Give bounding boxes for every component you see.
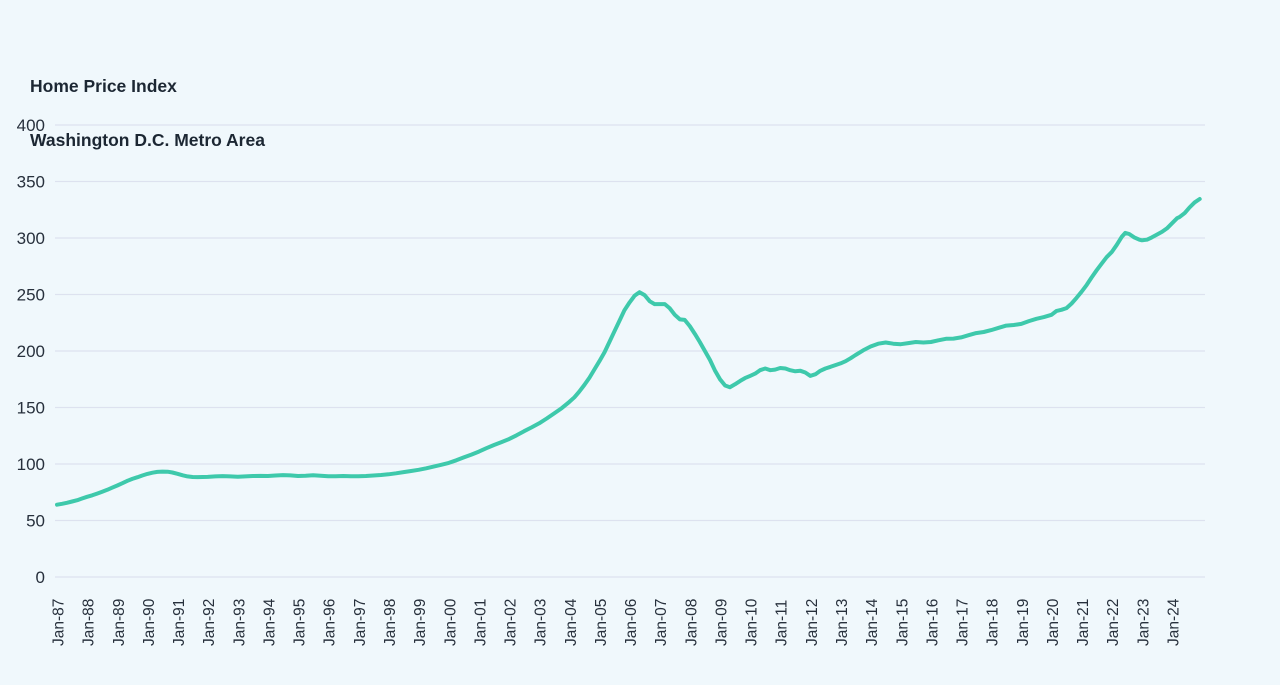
x-axis-tick-label: Jan-88 xyxy=(81,599,98,646)
x-axis-tick-label: Jan-99 xyxy=(412,599,429,646)
y-axis-tick-label: 400 xyxy=(17,116,45,135)
y-axis-tick-label: 150 xyxy=(17,399,45,418)
x-axis-tick-label: Jan-18 xyxy=(985,599,1002,646)
x-axis-tick-label: Jan-22 xyxy=(1105,599,1122,646)
x-axis-tick-label: Jan-16 xyxy=(924,599,941,646)
x-axis-tick-label: Jan-21 xyxy=(1075,599,1092,646)
x-axis-tick-label: Jan-20 xyxy=(1045,598,1062,646)
x-axis-tick-label: Jan-98 xyxy=(382,599,399,646)
y-axis-tick-label: 50 xyxy=(26,512,45,531)
x-axis-tick-label: Jan-04 xyxy=(563,598,580,646)
x-axis-tick-label: Jan-89 xyxy=(111,599,128,646)
x-axis-tick-label: Jan-94 xyxy=(261,598,278,646)
x-axis-tick-label: Jan-95 xyxy=(292,599,309,646)
x-axis-tick-label: Jan-23 xyxy=(1135,599,1152,646)
price-index-line xyxy=(55,197,1202,507)
y-axis-tick-label: 350 xyxy=(17,173,45,192)
x-axis-tick-label: Jan-92 xyxy=(201,599,218,646)
x-axis-tick-label: Jan-00 xyxy=(442,598,459,646)
x-axis-tick-label: Jan-09 xyxy=(713,599,730,646)
x-axis-tick-label: Jan-12 xyxy=(804,599,821,646)
y-axis-tick-label: 300 xyxy=(17,229,45,248)
x-axis-tick-label: Jan-05 xyxy=(593,599,610,646)
x-axis-tick-label: Jan-90 xyxy=(141,598,158,646)
y-axis-tick-label: 200 xyxy=(17,342,45,361)
chart-title-line1: Home Price Index xyxy=(30,76,177,96)
x-axis-tick-label: Jan-01 xyxy=(472,599,489,646)
chart-title: Home Price Index Washington D.C. Metro A… xyxy=(30,46,265,181)
x-axis-tick-label: Jan-07 xyxy=(653,599,670,646)
y-axis-tick-label: 0 xyxy=(36,568,45,587)
y-axis-tick-label: 100 xyxy=(17,455,45,474)
x-axis-tick-label: Jan-97 xyxy=(352,599,369,646)
x-axis-tick-label: Jan-06 xyxy=(623,599,640,646)
x-axis-tick-label: Jan-96 xyxy=(322,599,339,646)
x-axis-tick-label: Jan-11 xyxy=(774,600,791,646)
x-axis-tick-label: Jan-13 xyxy=(834,599,851,646)
x-axis-tick-label: Jan-02 xyxy=(503,599,520,646)
x-axis-tick-label: Jan-15 xyxy=(894,599,911,646)
x-axis-tick-label: Jan-14 xyxy=(864,598,881,646)
x-axis-tick-label: Jan-93 xyxy=(231,599,248,646)
x-axis-tick-label: Jan-19 xyxy=(1015,599,1032,646)
x-axis-tick-label: Jan-91 xyxy=(171,599,188,646)
x-axis-tick-label: Jan-24 xyxy=(1165,598,1182,646)
y-axis-tick-label: 250 xyxy=(17,286,45,305)
x-axis-tick-label: Jan-03 xyxy=(533,599,550,646)
x-axis-tick-label: Jan-08 xyxy=(683,599,700,646)
x-axis-tick-label: Jan-10 xyxy=(744,598,761,646)
chart-title-line2: Washington D.C. Metro Area xyxy=(30,130,265,150)
x-axis-tick-label: Jan-87 xyxy=(51,599,68,646)
x-axis-tick-label: Jan-17 xyxy=(955,599,972,646)
